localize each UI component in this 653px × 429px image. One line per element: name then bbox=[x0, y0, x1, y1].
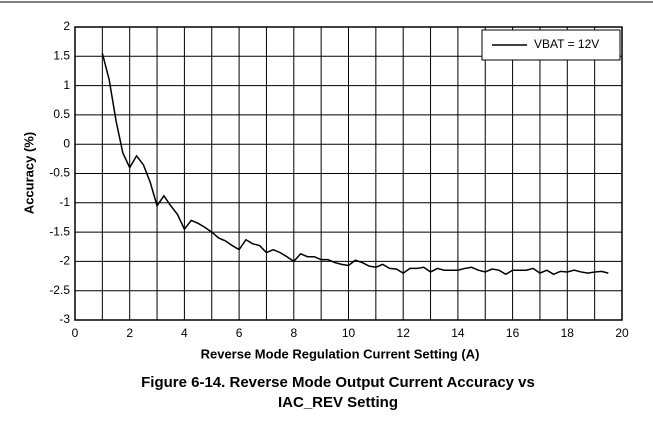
y-tick-label: -2 bbox=[59, 254, 70, 268]
x-tick-label: 6 bbox=[236, 326, 243, 340]
data-line bbox=[101, 53, 609, 276]
x-tick-label: 20 bbox=[615, 326, 629, 340]
y-tick-label: -3 bbox=[59, 312, 70, 326]
x-tick-label: 4 bbox=[181, 326, 188, 340]
x-tick-label: 16 bbox=[506, 326, 520, 340]
plot-frame bbox=[74, 26, 623, 321]
x-tick-label: 10 bbox=[342, 326, 356, 340]
y-tick-label: 0.5 bbox=[53, 107, 70, 121]
y-tick-label: -1 bbox=[59, 195, 70, 209]
y-tick-label: -1.5 bbox=[49, 224, 70, 238]
x-tick-label: 14 bbox=[451, 326, 465, 340]
y-tick-label: 1.5 bbox=[53, 48, 70, 62]
y-tick-label: 2 bbox=[63, 19, 70, 33]
y-tick-label: -0.5 bbox=[49, 166, 70, 180]
x-tick-label: 8 bbox=[290, 326, 297, 340]
x-tick-label: 0 bbox=[72, 326, 79, 340]
figure-caption: Figure 6-14. Reverse Mode Output Current… bbox=[141, 374, 535, 391]
y-tick-label: 1 bbox=[63, 78, 70, 92]
x-tick-label: 2 bbox=[126, 326, 133, 340]
x-axis-label: Reverse Mode Regulation Current Setting … bbox=[201, 346, 480, 361]
x-tick-label: 18 bbox=[561, 326, 575, 340]
figure-caption: IAC_REV Setting bbox=[278, 394, 398, 411]
y-axis-label: Accuracy (%) bbox=[21, 132, 36, 214]
y-tick-label: -2.5 bbox=[49, 283, 70, 297]
legend-label: VBAT = 12V bbox=[534, 37, 599, 51]
x-tick-label: 12 bbox=[397, 326, 411, 340]
y-tick-label: 0 bbox=[63, 136, 70, 150]
